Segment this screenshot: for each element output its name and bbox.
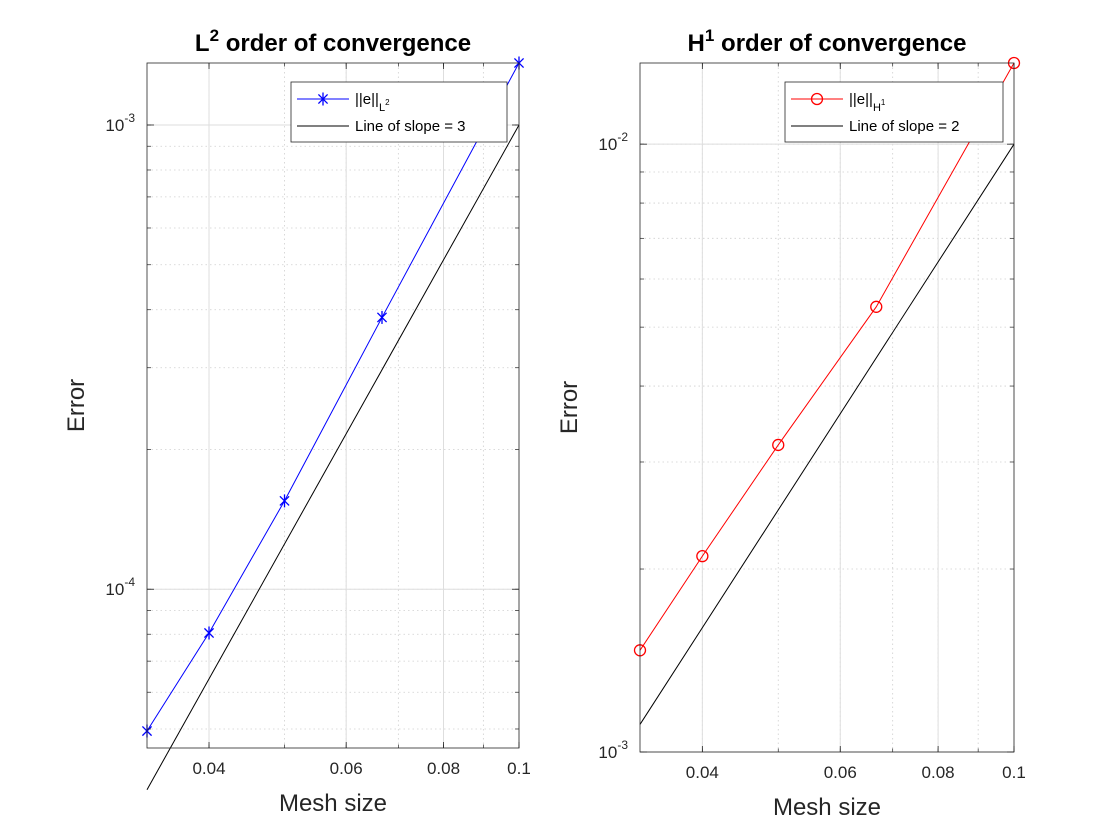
data-point — [696, 549, 709, 563]
x-axis-label: Mesh size — [773, 794, 881, 821]
chart-title: H1 order of convergence — [688, 26, 967, 57]
legend: ||e||L2 Line of slope = 3 — [290, 81, 508, 143]
y-tick-label: 10-3 — [598, 738, 628, 762]
x-axis-label: Mesh size — [279, 790, 387, 817]
legend-entry: ||e||H1 — [791, 91, 886, 114]
legend-label: ||e||L2 — [355, 91, 390, 114]
y-tick-label-base: 10 — [105, 580, 124, 599]
legend-label-main: Line of slope = 3 — [355, 118, 466, 135]
x-tick-label: 0.06 — [824, 763, 857, 782]
data-point — [279, 494, 290, 508]
y-axis-label: Error — [556, 381, 583, 434]
legend-entry: ||e||L2 — [297, 91, 390, 114]
legend-label-main: ||e|| — [355, 91, 379, 108]
title-superscript: 1 — [705, 26, 714, 45]
legend-label: Line of slope = 3 — [355, 118, 466, 135]
data-point — [376, 310, 388, 324]
legend-label-main: Line of slope = 2 — [849, 118, 960, 135]
y-tick-label-exponent: -3 — [124, 111, 135, 125]
title-base: H — [688, 30, 705, 57]
axes-box — [639, 62, 1015, 753]
series-line-error — [639, 62, 1015, 651]
plot-area — [640, 63, 1014, 752]
legend-label: Line of slope = 2 — [849, 118, 960, 135]
data-point — [772, 438, 785, 452]
asterisk-stroke — [376, 312, 388, 323]
legend: ||e||H1 Line of slope = 2 — [784, 81, 1004, 143]
legend-label-main: ||e|| — [849, 91, 873, 108]
legend-box — [290, 81, 508, 143]
title-base: L — [195, 30, 210, 57]
title-superscript: 2 — [210, 26, 219, 45]
y-tick-label-exponent: -4 — [124, 575, 135, 589]
x-tick-label: 0.04 — [192, 759, 225, 778]
series-group — [141, 56, 525, 790]
title-text: order of convergence — [714, 30, 966, 57]
ticks — [147, 63, 520, 748]
asterisk-stroke — [317, 93, 329, 105]
y-tick-label-base: 10 — [598, 743, 617, 762]
chart-title: L2 order of convergence — [195, 26, 471, 57]
series-group — [633, 56, 1021, 725]
title-text: order of convergence — [219, 30, 471, 57]
x-tick-label: 0.1 — [507, 759, 531, 778]
legend-box — [784, 81, 1004, 143]
x-tick-label: 0.04 — [686, 763, 719, 782]
y-tick-label-base: 10 — [105, 116, 124, 135]
y-tick-label: 10-2 — [598, 130, 628, 154]
y-tick-label-exponent: -3 — [617, 738, 628, 752]
data-point — [203, 626, 215, 640]
data-point — [870, 300, 883, 313]
axes-box — [146, 62, 520, 749]
x-tick-label: 0.08 — [922, 763, 955, 782]
legend-label-subscript: H — [873, 102, 881, 114]
legend-swatch-marker — [810, 92, 824, 106]
y-tick-label: 10-3 — [105, 111, 135, 135]
legend-label: ||e||H1 — [849, 91, 886, 114]
y-tick-label-exponent: -2 — [617, 130, 628, 144]
asterisk-stroke — [203, 627, 215, 639]
series-line-reference-slope — [639, 143, 1015, 725]
ticks — [640, 63, 1015, 753]
legend-entry: Line of slope = 3 — [297, 118, 466, 135]
y-tick-label-base: 10 — [598, 135, 617, 154]
x-tick-label: 0.06 — [330, 759, 363, 778]
legend-label-subscript: L — [379, 102, 385, 114]
y-axis-label: Error — [63, 379, 90, 432]
y-tick-label: 10-4 — [105, 575, 135, 599]
x-tick-label: 0.08 — [427, 759, 460, 778]
asterisk-stroke — [279, 495, 290, 506]
legend-swatch-marker — [317, 92, 329, 106]
legend-entry: Line of slope = 2 — [791, 118, 960, 135]
legend-label-sub-superscript: 2 — [385, 98, 390, 107]
series-line-reference-slope — [146, 124, 520, 790]
x-tick-label: 0.1 — [1002, 763, 1026, 782]
legend-label-sub-superscript: 1 — [881, 98, 886, 107]
